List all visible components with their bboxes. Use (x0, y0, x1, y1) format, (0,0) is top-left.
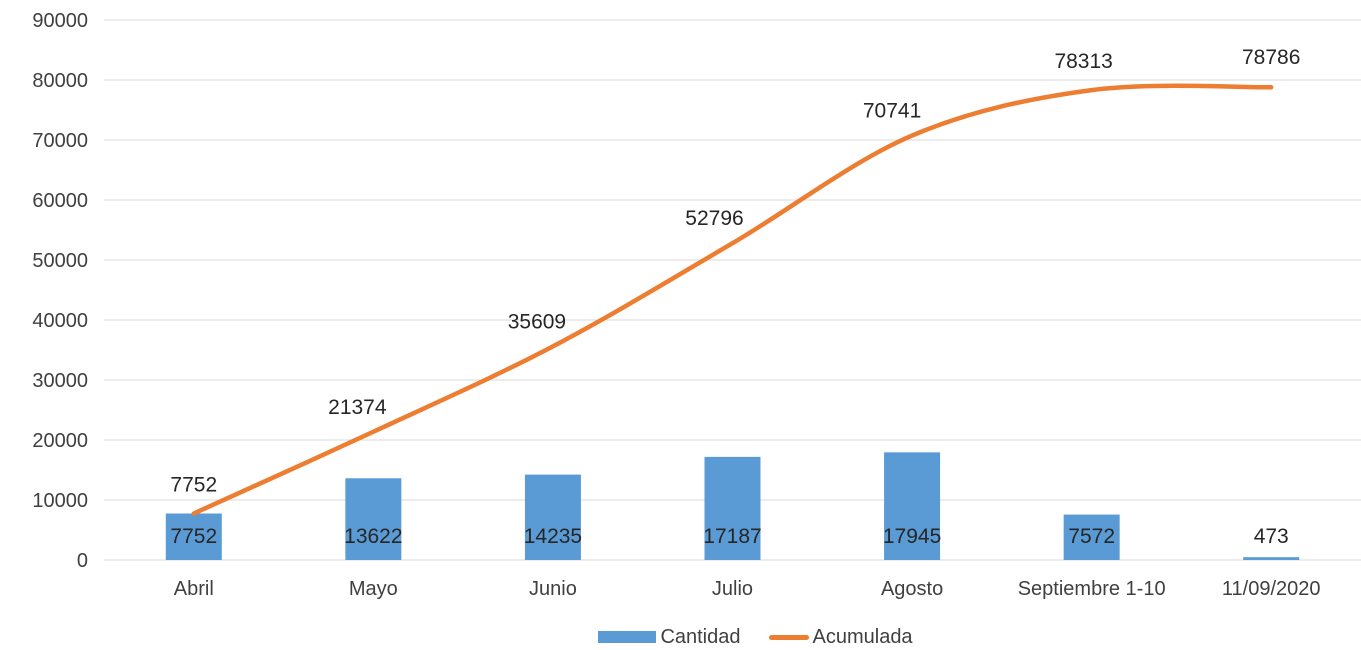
legend-label-acumulada: Acumulada (813, 626, 913, 649)
bar-value-label: 473 (1254, 525, 1289, 548)
y-tick-label: 90000 (32, 10, 88, 32)
line-value-label: 78786 (1242, 46, 1300, 69)
bar-value-label: 7752 (170, 525, 217, 548)
y-tick-label: 10000 (32, 490, 88, 512)
y-axis-ticks: 0 10000 20000 30000 40000 50000 60000 70000 8000… (32, 10, 88, 572)
y-tick-label: 40000 (32, 310, 88, 332)
y-tick-label: 80000 (32, 70, 88, 92)
y-tick-label: 20000 (32, 430, 88, 452)
y-tick-label: 50000 (32, 250, 88, 272)
legend-swatch-acumulada (769, 635, 809, 640)
chart: 0 10000 20000 30000 40000 50000 60000 70000 8000… (0, 0, 1361, 620)
legend-item-acumulada: Acumulada (769, 626, 913, 649)
x-tick-label: Mayo (349, 578, 398, 600)
legend: Cantidad Acumulada (0, 624, 1361, 650)
x-tick-label: Septiembre 1-10 (1018, 578, 1166, 600)
line-value-label: 7752 (170, 473, 217, 496)
legend-item-cantidad: Cantidad (448, 626, 740, 649)
x-tick-label: Julio (712, 578, 753, 600)
bar-value-label: 13622 (344, 525, 402, 548)
legend-swatch-cantidad (598, 631, 656, 643)
bar-value-label: 7572 (1068, 525, 1115, 548)
line-path (194, 86, 1271, 514)
x-tick-label: Junio (529, 578, 577, 600)
y-tick-label: 60000 (32, 190, 88, 212)
y-tick-label: 30000 (32, 370, 88, 392)
line-value-label: 52796 (685, 207, 743, 230)
line-value-label: 70741 (863, 100, 921, 123)
bar-value-label: 17945 (883, 525, 941, 548)
line-series-acumulada (194, 86, 1272, 514)
line-value-label: 35609 (508, 310, 566, 333)
x-tick-label: 11/09/2020 (1222, 578, 1321, 600)
bar-value-label: 17187 (703, 525, 761, 548)
line-value-label: 78313 (1054, 50, 1112, 73)
legend-label-cantidad: Cantidad (660, 626, 740, 649)
line-value-label: 21374 (328, 396, 387, 419)
x-axis-ticks: Abril Mayo Junio Julio Agosto Septiembre 1-10… (174, 578, 1321, 600)
x-tick-label: Abril (174, 578, 214, 600)
bar (1243, 557, 1299, 560)
x-tick-label: Agosto (881, 578, 943, 600)
y-tick-label: 0 (77, 550, 88, 572)
y-tick-label: 70000 (32, 130, 88, 152)
bar-value-label: 14235 (524, 525, 582, 548)
